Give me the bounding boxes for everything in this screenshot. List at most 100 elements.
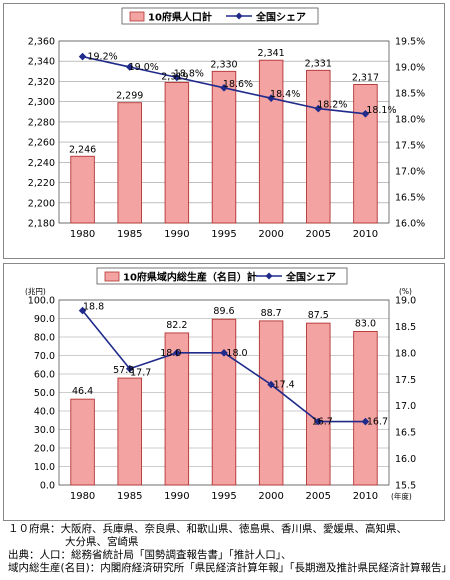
x-unit: (年度): [391, 491, 412, 501]
bar-value-label: 46.4: [72, 386, 93, 397]
y-left-tick: 50.0: [34, 388, 55, 399]
bar-value-label: 2,330: [210, 59, 237, 70]
share-value-label: 18.8%: [174, 68, 204, 79]
share-value-label: 19.0%: [129, 62, 159, 73]
legend-line-label: 全国シェア: [285, 271, 336, 284]
legend-box: [121, 7, 319, 25]
population-chart-panel: 10府県人口計 全国シェア 2,360 2,340 2,320 2,300 2,280 2,2…: [3, 3, 445, 259]
share-point: [361, 417, 370, 426]
share-value-label: 16.7: [312, 417, 333, 428]
bar-value-label: 89.6: [213, 306, 234, 317]
legend-line-marker: [235, 12, 243, 20]
y-right-tick: 19.0%: [395, 63, 425, 74]
gdp-chart: 10府県域内総生産（名目）計 全国シェア 100.0 90.0 80.0 70.0 60.0…: [25, 267, 416, 502]
y-left-tick: 2,180: [28, 219, 55, 230]
y-right-tick: 18.5: [395, 322, 416, 333]
y-right-tick: 17.0: [395, 401, 416, 412]
y-right-tick: 17.5%: [395, 141, 425, 152]
legend-bar-swatch: [129, 11, 145, 22]
y-right-tick: 19.0: [395, 296, 416, 307]
share-value-label: 18.8: [83, 302, 104, 313]
share-value-label: 16.7: [367, 417, 388, 428]
x-tick-label: 1990: [164, 491, 189, 502]
x-tick-label: 1985: [117, 491, 142, 502]
y-left-tick: 2,280: [28, 117, 55, 128]
y-left-tick: 0.0: [40, 481, 55, 492]
bar: [164, 82, 190, 224]
bar-value-label: 2,317: [352, 72, 379, 83]
y-left-tick: 2,320: [28, 77, 55, 88]
x-tick-label: 1985: [117, 229, 142, 240]
bar-value-label: 83.0: [355, 318, 376, 329]
y-right-tick: 15.5: [395, 481, 416, 492]
share-value-label: 18.0: [160, 348, 181, 359]
share-value-label: 17.4: [274, 380, 295, 391]
share-value-label: 19.2%: [87, 52, 117, 63]
y-left-tick: 60.0: [34, 370, 55, 381]
bar: [117, 377, 142, 486]
share-point: [314, 417, 323, 426]
y-right-tick: 17.5: [395, 375, 416, 386]
share-value-label: 18.6%: [223, 79, 253, 90]
y-right-tick: 18.0: [395, 348, 416, 359]
share-point: [361, 110, 370, 118]
x-tick-label: 1990: [164, 229, 189, 240]
y-right-tick: 18.5%: [395, 89, 425, 100]
note-source-population: 出典：人口：総務省統計局「国勢調査報告書」「推計人口」、: [8, 549, 292, 561]
share-value-label: 18.1%: [366, 105, 396, 116]
y-right-tick: 17.0%: [395, 167, 425, 178]
share-point: [173, 349, 181, 357]
x-tick-label: 2005: [306, 229, 331, 240]
y-left-tick: 100.0: [28, 296, 55, 307]
y-left-tick: 80.0: [34, 333, 55, 344]
bar: [258, 59, 284, 224]
gdp-chart-panel: 10府県域内総生産（名目）計 全国シェア 100.0 90.0 80.0 70.0 60.0…: [3, 263, 445, 521]
share-point: [220, 349, 228, 357]
y-left-tick: 20.0: [34, 444, 55, 455]
bar: [353, 330, 378, 486]
bar: [258, 320, 284, 486]
legend-bar-label: 10府県域内総生産（名目）計: [123, 271, 257, 284]
y-left-tick: 2,260: [28, 138, 55, 149]
bar: [306, 322, 331, 486]
share-value-label: 18.2%: [317, 100, 347, 111]
y-left-tick: 2,300: [28, 97, 55, 108]
bar: [353, 84, 378, 224]
x-tick-label: 2005: [306, 491, 331, 502]
legend-bar-label: 10府県人口計: [148, 11, 212, 24]
bar-value-label: 88.7: [261, 308, 282, 319]
x-tick-label: 1995: [211, 491, 236, 502]
bar-value-label: 82.2: [166, 320, 187, 331]
bar: [211, 70, 237, 224]
y-left-tick: 40.0: [34, 407, 55, 418]
note-source-gdp: 域内総生産(名目)：内閣府経済研究所「県民経済計算年報」「長期遡及推計県民経済計…: [8, 562, 450, 574]
share-point: [267, 94, 275, 102]
bar: [306, 69, 331, 224]
legend-bar-swatch: [104, 271, 120, 282]
share-point: [78, 52, 87, 61]
x-tick-label: 1980: [70, 229, 95, 240]
share-point: [314, 104, 323, 113]
bar: [164, 332, 190, 486]
y-left-tick: 10.0: [34, 462, 55, 473]
note-prefectures: １０府県：大阪府、兵庫県、奈良県、和歌山県、徳島県、香川県、愛媛県、高知県、: [8, 523, 407, 535]
y-left-unit: (兆円): [25, 286, 46, 296]
y-right-tick: 18.0%: [395, 115, 425, 126]
bar-value-label: 87.5: [308, 310, 329, 321]
note-prefectures-cont: 大分県、宮崎県: [65, 536, 139, 548]
legend-box: [96, 267, 348, 285]
y-left-tick: 2,240: [28, 158, 55, 169]
x-tick-label: 2010: [353, 491, 378, 502]
y-left-tick: 2,360: [28, 37, 55, 48]
share-value-label: 17.7: [130, 368, 151, 379]
x-tick-label: 1995: [211, 229, 236, 240]
x-tick-label: 1980: [70, 491, 95, 502]
bar-value-label: 2,331: [305, 58, 332, 69]
share-point: [173, 73, 181, 82]
y-left-tick: 90.0: [34, 314, 55, 325]
share-value-label: 18.4%: [270, 89, 300, 100]
bar-value-label: 57.8: [113, 365, 134, 376]
bar-value-label: 2,319: [161, 71, 188, 82]
x-tick-label: 2000: [258, 491, 283, 502]
x-tick-label: 2010: [353, 229, 378, 240]
